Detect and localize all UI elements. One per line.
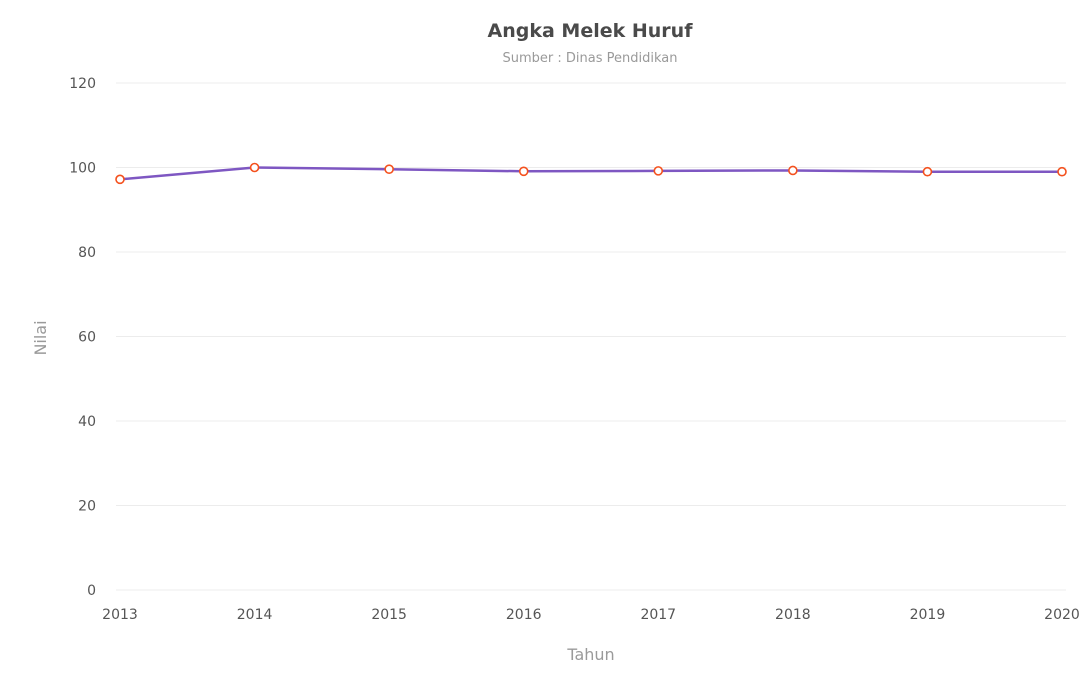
y-axis-ticks: 0 20 40 60 80 100 120 xyxy=(69,76,96,599)
y-tick-label: 60 xyxy=(78,330,96,346)
chart-title: Angka Melek Huruf xyxy=(488,20,694,42)
x-tick-label: 2019 xyxy=(910,607,946,623)
gridlines xyxy=(116,82,1066,591)
x-tick-label: 2015 xyxy=(371,607,407,623)
data-point[interactable] xyxy=(922,166,933,177)
x-axis-ticks: 2013 2014 2015 2016 2017 2018 2019 2020 xyxy=(102,607,1080,623)
data-point[interactable] xyxy=(518,166,529,177)
data-point[interactable] xyxy=(249,162,260,173)
x-axis-title: Tahun xyxy=(566,645,614,664)
y-tick-label: 0 xyxy=(87,583,96,599)
x-tick-label: 2018 xyxy=(775,607,811,623)
series-layer xyxy=(115,162,1067,185)
y-tick-label: 40 xyxy=(78,414,96,430)
y-tick-label: 120 xyxy=(69,76,96,92)
x-tick-label: 2017 xyxy=(640,607,676,623)
x-tick-label: 2020 xyxy=(1044,607,1080,623)
x-tick-label: 2014 xyxy=(237,607,273,623)
x-tick-label: 2013 xyxy=(102,607,138,623)
x-tick-label: 2016 xyxy=(506,607,542,623)
data-point[interactable] xyxy=(653,166,664,176)
data-point[interactable] xyxy=(115,174,125,185)
data-point[interactable] xyxy=(384,164,394,174)
data-point[interactable] xyxy=(788,165,798,176)
y-tick-label: 20 xyxy=(78,499,96,515)
y-tick-label: 80 xyxy=(78,245,96,261)
data-point[interactable] xyxy=(1057,166,1067,177)
y-axis-title: Nilai xyxy=(31,320,50,355)
y-tick-label: 100 xyxy=(69,161,96,177)
series-line xyxy=(119,166,1062,181)
chart-subtitle: Sumber : Dinas Pendidikan xyxy=(503,51,678,66)
